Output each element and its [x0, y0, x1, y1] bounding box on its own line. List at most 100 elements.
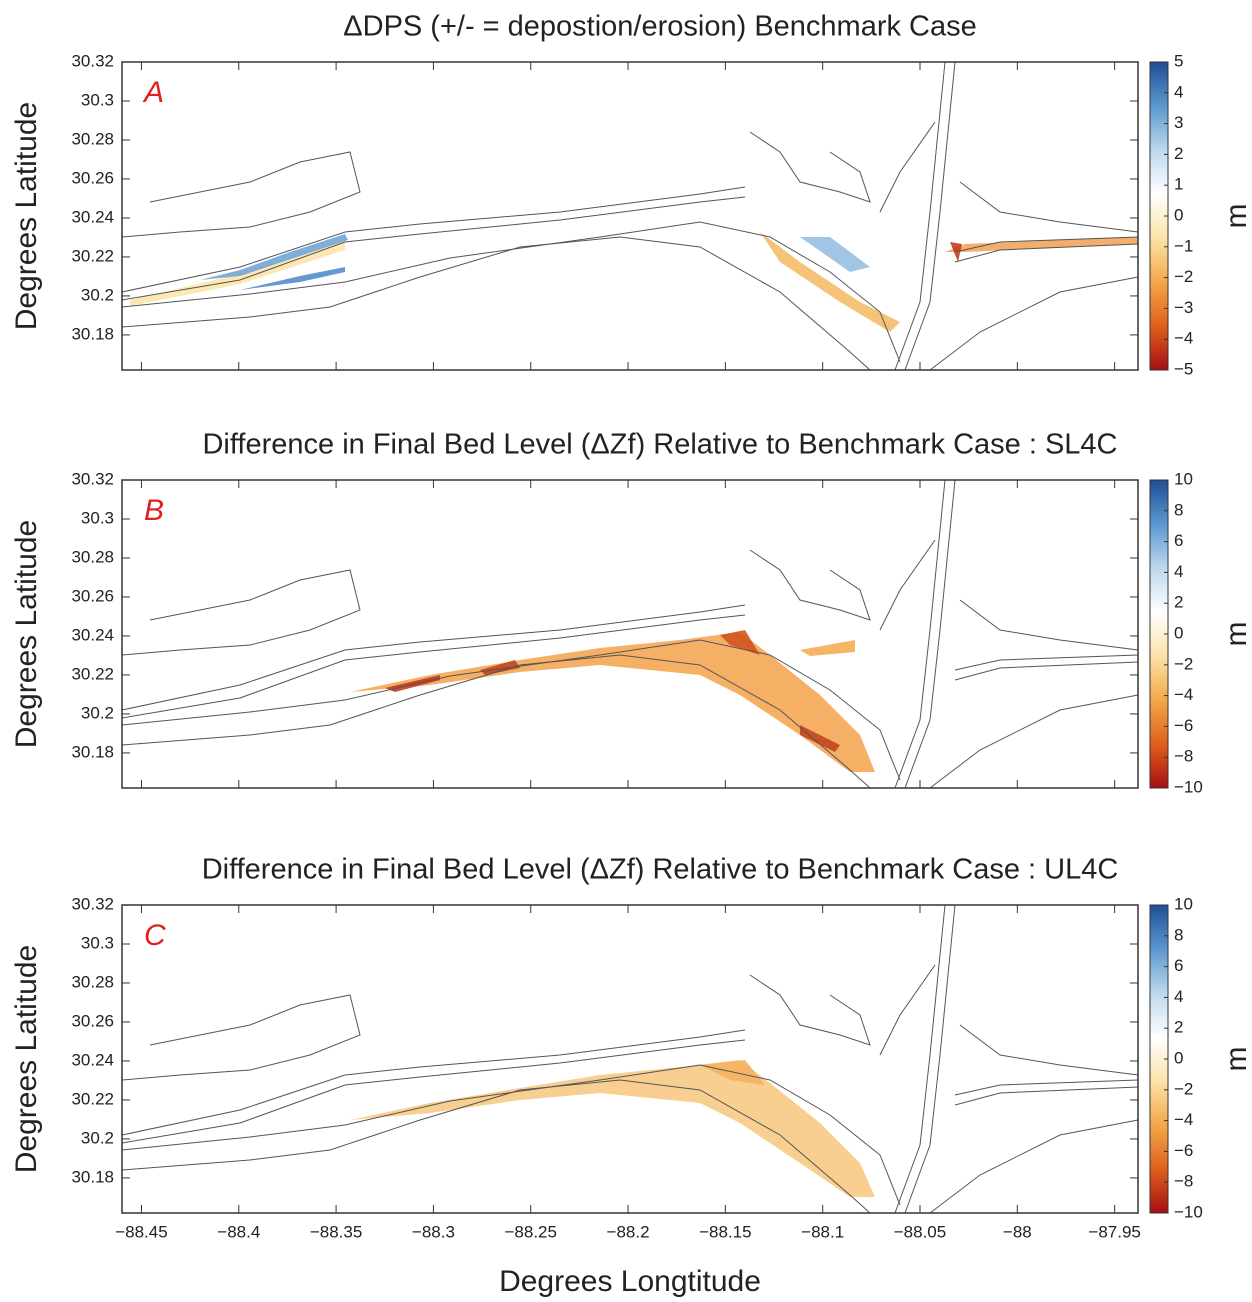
y-axis-label: Degrees Latitude — [10, 102, 43, 331]
x-tick-label: −88.05 — [894, 1222, 946, 1241]
contour — [954, 1086, 1139, 1106]
contour — [929, 1119, 1139, 1214]
y-tick-label: 30.26 — [71, 1011, 114, 1030]
y-tick-label: 30.32 — [71, 469, 114, 488]
field-patch — [480, 660, 520, 675]
colorbar-tick-label: 2 — [1174, 144, 1183, 163]
map-layer — [121, 61, 1139, 371]
field-patch — [800, 725, 840, 752]
x-tick-label: −88.3 — [412, 1222, 455, 1241]
colorbar-tick-label: 6 — [1174, 956, 1183, 975]
chart-title: Difference in Final Bed Level (ΔZf) Rela… — [202, 854, 1119, 886]
chart-title: ΔDPS (+/- = depostion/erosion) Benchmark… — [343, 11, 977, 43]
contour — [954, 1079, 1139, 1096]
y-tick-label: 30.3 — [81, 508, 114, 527]
y-tick-label: 30.22 — [71, 664, 114, 683]
colorbar-tick-label: 5 — [1174, 51, 1183, 70]
contour — [959, 599, 1139, 651]
colorbar-tick-label: −3 — [1174, 298, 1193, 317]
contour — [121, 196, 746, 301]
colorbar-tick-label: 10 — [1174, 469, 1193, 488]
y-tick-label: 30.28 — [71, 972, 114, 991]
colorbar-tick-label: −10 — [1174, 1202, 1203, 1221]
plot-frame — [121, 904, 1139, 1214]
field-patch — [945, 237, 1138, 252]
map-layer — [121, 479, 1139, 789]
colorbar-label: m — [1220, 622, 1252, 647]
contour — [929, 276, 1139, 371]
colorbar-tick-label: 0 — [1174, 205, 1183, 224]
y-tick-label: 30.26 — [71, 168, 114, 187]
contour — [879, 121, 936, 213]
contour — [879, 539, 936, 631]
colorbar-tick-label: −4 — [1174, 685, 1193, 704]
contour — [954, 236, 1139, 253]
colorbar-tick-label: −4 — [1174, 1110, 1193, 1129]
y-tick-label: 30.18 — [71, 742, 114, 761]
y-tick-label: 30.26 — [71, 586, 114, 605]
field-patch — [720, 630, 760, 655]
colorbar-tick-label: −2 — [1174, 267, 1193, 286]
x-tick-label: −88.1 — [801, 1222, 844, 1241]
y-tick-label: 30.18 — [71, 324, 114, 343]
colorbar-tick-label: −2 — [1174, 1079, 1193, 1098]
contour — [929, 694, 1139, 789]
colorbar-tick-label: 1 — [1174, 175, 1183, 194]
contour — [121, 614, 746, 719]
contour — [121, 1064, 901, 1206]
contour — [749, 974, 871, 1046]
y-tick-label: 30.3 — [81, 933, 114, 952]
colorbar-label: m — [1220, 204, 1252, 229]
colorbar-tick-label: 3 — [1174, 113, 1183, 132]
y-tick-label: 30.24 — [71, 1050, 114, 1069]
y-tick-label: 30.2 — [81, 1128, 114, 1147]
colorbar-tick-label: 4 — [1174, 987, 1183, 1006]
y-tick-label: 30.22 — [71, 1089, 114, 1108]
plot-frame — [121, 61, 1139, 371]
colorbar-label: m — [1220, 1047, 1252, 1072]
contour — [121, 1079, 871, 1214]
colorbar-tick-label: 0 — [1174, 1048, 1183, 1067]
map-layer — [121, 904, 1139, 1214]
y-tick-label: 30.2 — [81, 703, 114, 722]
field-patch — [200, 234, 348, 280]
contour — [121, 569, 361, 656]
contour — [121, 151, 361, 238]
field-patch — [800, 237, 870, 272]
colorbar-tick-label: 4 — [1174, 82, 1183, 101]
y-tick-label: 30.32 — [71, 51, 114, 70]
contour — [121, 1029, 746, 1136]
x-axis-label: Degrees Longtitude — [499, 1265, 761, 1298]
contour — [121, 654, 871, 789]
y-tick-label: 30.32 — [71, 894, 114, 913]
colorbar-tick-label: 0 — [1174, 623, 1183, 642]
field-patch — [350, 632, 875, 772]
x-tick-label: −88.15 — [699, 1222, 751, 1241]
panel-label: A — [142, 76, 164, 109]
contour — [894, 61, 946, 371]
field-patch — [760, 232, 900, 332]
contour — [904, 479, 956, 789]
contour — [954, 243, 1139, 263]
field-patch — [700, 1060, 765, 1085]
field-patch — [350, 1060, 875, 1197]
y-tick-label: 30.28 — [71, 129, 114, 148]
colorbar-tick-label: 4 — [1174, 562, 1183, 581]
contour — [121, 236, 871, 371]
x-tick-label: −88.45 — [115, 1222, 167, 1241]
colorbar-tick-label: 8 — [1174, 500, 1183, 519]
plot-frame — [121, 479, 1139, 789]
colorbar-tick-label: −8 — [1174, 1172, 1193, 1191]
colorbar-tick-label: −6 — [1174, 1141, 1193, 1160]
x-tick-label: −88.25 — [504, 1222, 556, 1241]
contour — [121, 186, 746, 293]
colorbar-tick-label: −4 — [1174, 329, 1193, 348]
contour — [879, 964, 936, 1056]
contour — [121, 639, 901, 781]
contour — [749, 131, 871, 203]
x-tick-label: −88.2 — [607, 1222, 650, 1241]
contour — [904, 904, 956, 1214]
chart-title: Difference in Final Bed Level (ΔZf) Rela… — [202, 429, 1117, 461]
contour — [121, 994, 361, 1081]
field-patch — [800, 640, 855, 656]
